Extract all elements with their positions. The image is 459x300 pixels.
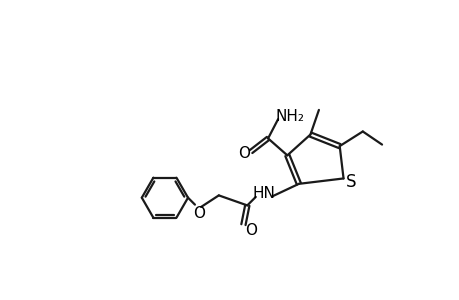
Text: NH₂: NH₂ [275, 110, 304, 124]
Text: O: O [238, 146, 250, 160]
Text: HN: HN [252, 186, 275, 201]
Text: O: O [193, 206, 205, 221]
Text: O: O [245, 223, 257, 238]
Text: S: S [345, 172, 356, 190]
